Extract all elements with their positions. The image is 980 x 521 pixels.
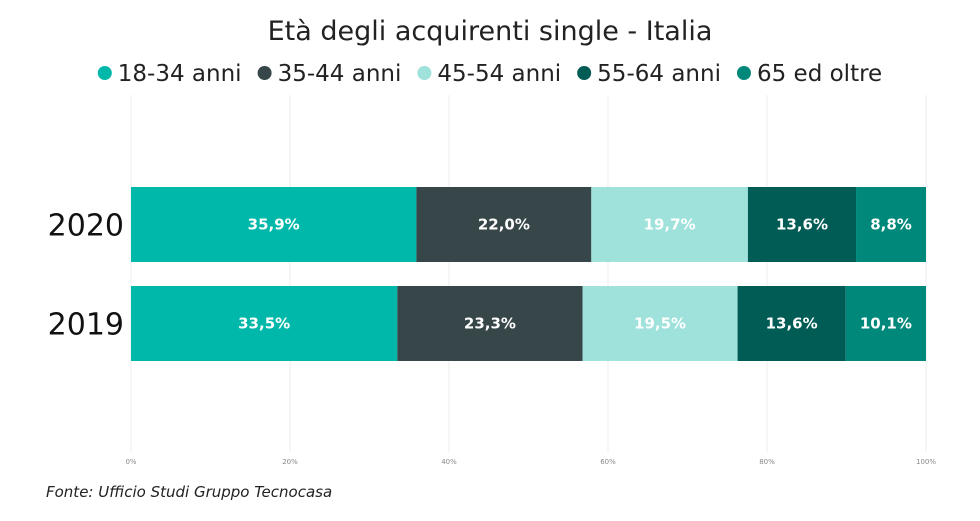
data-label: 13,6% xyxy=(776,216,828,234)
legend-item: 45-54 anni xyxy=(417,61,561,87)
bars: 35,9% 22,0% 19,7% 13,6% 8,8% 33,5% 23,3% 19,5% 1… xyxy=(131,187,926,361)
x-tick-label: 0% xyxy=(125,458,136,466)
data-label: 19,7% xyxy=(644,216,696,234)
category-label: 2020 xyxy=(48,209,124,244)
bar-segment xyxy=(845,286,926,361)
x-tick-label: 80% xyxy=(759,458,775,466)
data-label: 23,3% xyxy=(464,315,516,333)
legend-item: 18-34 anni xyxy=(97,61,242,87)
legend-label: 55-64 anni xyxy=(597,61,721,87)
legend-label: 45-54 anni xyxy=(437,61,561,87)
data-label: 35,9% xyxy=(248,216,300,234)
bar-segment xyxy=(397,286,583,361)
x-axis-ticks: 0% 20% 40% 60% 80% 100% xyxy=(125,458,936,466)
bar-segment xyxy=(131,187,417,262)
legend-marker xyxy=(417,66,432,80)
bar-segment xyxy=(582,286,738,361)
x-tick-label: 40% xyxy=(441,458,457,466)
legend-marker xyxy=(97,66,112,80)
category-labels: 2020 2019 xyxy=(48,209,124,343)
chart-title: Età degli acquirenti single - Italia xyxy=(268,16,713,47)
x-tick-label: 100% xyxy=(916,458,936,466)
bar-segment xyxy=(416,187,592,262)
x-tick-label: 20% xyxy=(282,458,298,466)
legend-label: 18-34 anni xyxy=(118,61,242,87)
legend-label: 65 ed oltre xyxy=(757,61,882,87)
x-tick-label: 60% xyxy=(600,458,616,466)
legend-item: 65 ed oltre xyxy=(736,61,882,87)
legend-label: 35-44 anni xyxy=(278,61,402,87)
bar-segment xyxy=(737,286,846,361)
bar-segment xyxy=(591,187,748,262)
legend-item: 35-44 anni xyxy=(257,61,402,87)
legend: 18-34 anni 35-44 anni 45-54 anni 55-64 anni… xyxy=(97,61,882,87)
data-label: 19,5% xyxy=(634,315,686,333)
bar-segment xyxy=(747,187,857,262)
legend-marker xyxy=(257,66,272,80)
data-label: 33,5% xyxy=(238,315,290,333)
data-label: 10,1% xyxy=(860,315,912,333)
data-label: 13,6% xyxy=(766,315,818,333)
legend-marker xyxy=(736,66,751,80)
bar-segment xyxy=(131,286,398,361)
legend-marker xyxy=(577,66,592,80)
data-label: 8,8% xyxy=(870,216,912,234)
source-note: Fonte: Ufficio Studi Gruppo Tecnocasa xyxy=(46,483,333,501)
bar-segment xyxy=(856,187,926,262)
gridlines xyxy=(130,95,927,452)
data-label: 22,0% xyxy=(478,216,530,234)
legend-item: 55-64 anni xyxy=(577,61,721,87)
category-label: 2019 xyxy=(48,308,124,343)
